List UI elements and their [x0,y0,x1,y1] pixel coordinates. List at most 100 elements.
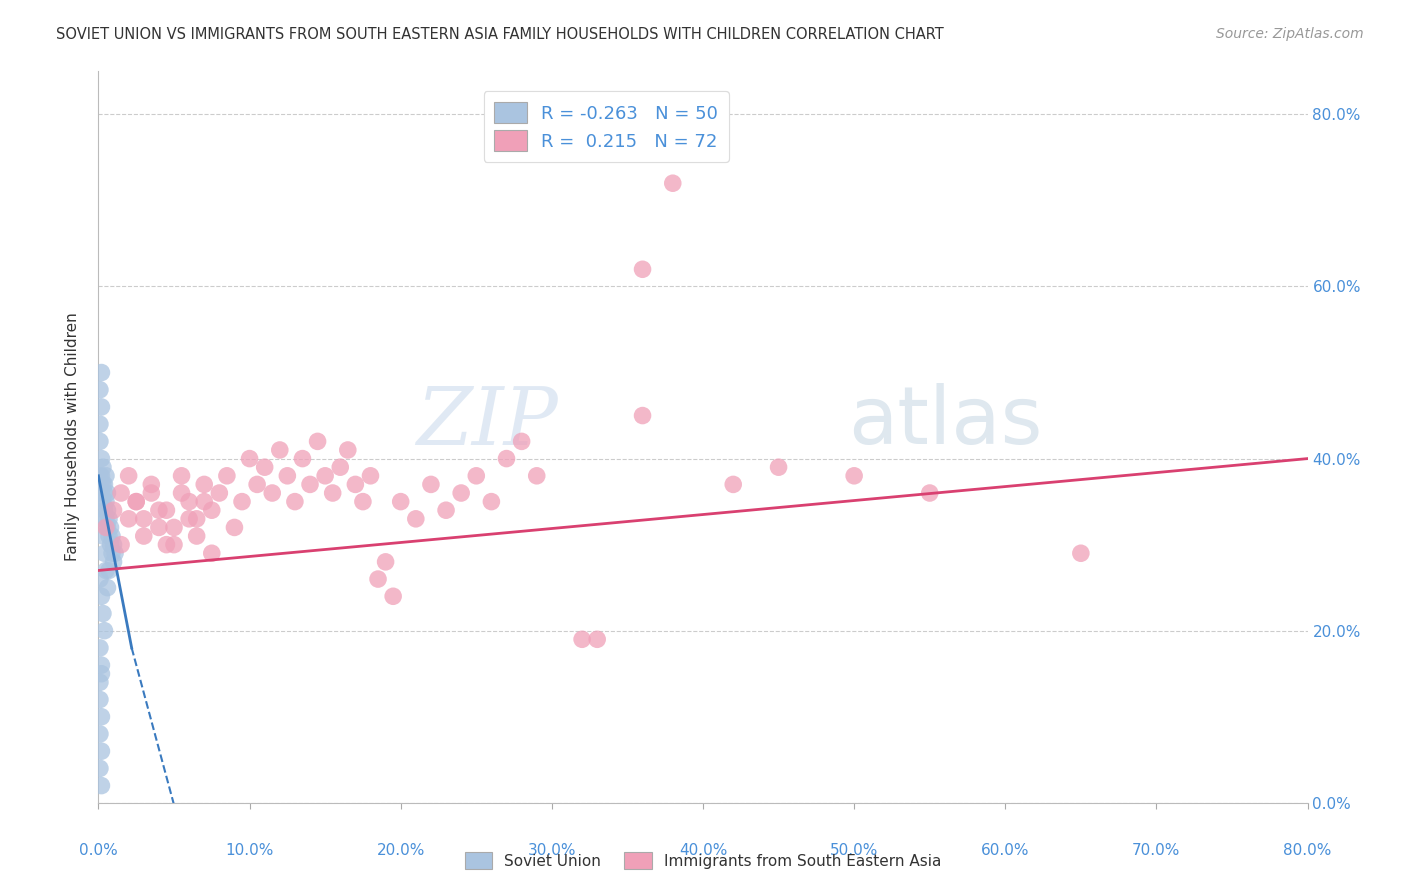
Point [239,451,262,466]
Point [382,589,405,603]
Point [91,529,114,543]
Point [481,494,503,508]
Point [96,486,118,500]
Point [291,451,314,466]
Point [132,529,155,543]
Point [510,434,533,449]
Point [374,555,396,569]
Point [322,486,344,500]
Point [96,581,118,595]
Point [89,383,111,397]
Point [94,494,117,508]
Point [329,460,352,475]
Point [91,460,114,475]
Point [155,503,177,517]
Point [89,727,111,741]
Point [344,477,367,491]
Text: 80.0%: 80.0% [1284,843,1331,858]
Point [96,520,118,534]
Point [179,512,201,526]
Point [90,666,112,681]
Point [141,477,163,491]
Point [93,486,115,500]
Point [284,494,307,508]
Point [495,451,517,466]
Point [103,555,125,569]
Point [389,494,412,508]
Point [314,468,336,483]
Point [224,520,246,534]
Point [93,503,115,517]
Point [201,503,224,517]
Legend: R = -0.263   N = 50, R =  0.215   N = 72: R = -0.263 N = 50, R = 0.215 N = 72 [484,91,728,162]
Point [100,538,122,552]
Text: 50.0%: 50.0% [830,843,879,858]
Point [90,710,112,724]
Point [163,538,186,552]
Point [631,409,654,423]
Text: ZIP: ZIP [416,384,558,461]
Point [571,632,593,647]
Point [155,538,177,552]
Point [215,468,238,483]
Point [101,546,124,560]
Point [269,442,291,457]
Point [90,744,112,758]
Text: 70.0%: 70.0% [1132,843,1181,858]
Point [307,434,329,449]
Point [91,494,114,508]
Point [631,262,654,277]
Point [89,640,111,655]
Point [276,468,298,483]
Point [90,779,112,793]
Point [163,520,186,534]
Point [141,486,163,500]
Point [526,468,548,483]
Point [465,468,488,483]
Point [262,486,284,500]
Point [336,442,359,457]
Text: 60.0%: 60.0% [981,843,1029,858]
Point [148,520,170,534]
Point [450,486,472,500]
Point [231,494,253,508]
Text: Source: ZipAtlas.com: Source: ZipAtlas.com [1216,27,1364,41]
Point [89,692,111,706]
Point [201,546,224,560]
Text: 30.0%: 30.0% [527,843,576,858]
Point [101,529,124,543]
Point [420,477,443,491]
Legend: Soviet Union, Immigrants from South Eastern Asia: Soviet Union, Immigrants from South East… [458,846,948,875]
Point [360,468,382,483]
Point [148,503,170,517]
Text: 40.0%: 40.0% [679,843,727,858]
Point [434,503,457,517]
Point [132,512,155,526]
Point [91,607,114,621]
Point [367,572,389,586]
Text: atlas: atlas [848,384,1042,461]
Point [246,477,269,491]
Point [110,486,132,500]
Point [405,512,427,526]
Point [299,477,322,491]
Point [90,486,112,500]
Point [110,538,132,552]
Point [208,486,231,500]
Text: 20.0%: 20.0% [377,843,425,858]
Point [193,494,215,508]
Point [103,538,125,552]
Point [89,675,111,690]
Point [90,451,112,466]
Point [94,468,117,483]
Text: 0.0%: 0.0% [79,843,118,858]
Point [170,486,193,500]
Point [844,468,866,483]
Point [118,468,141,483]
Point [98,512,121,526]
Point [352,494,374,508]
Point [91,477,114,491]
Point [1070,546,1092,560]
Point [90,658,112,673]
Point [93,624,115,638]
